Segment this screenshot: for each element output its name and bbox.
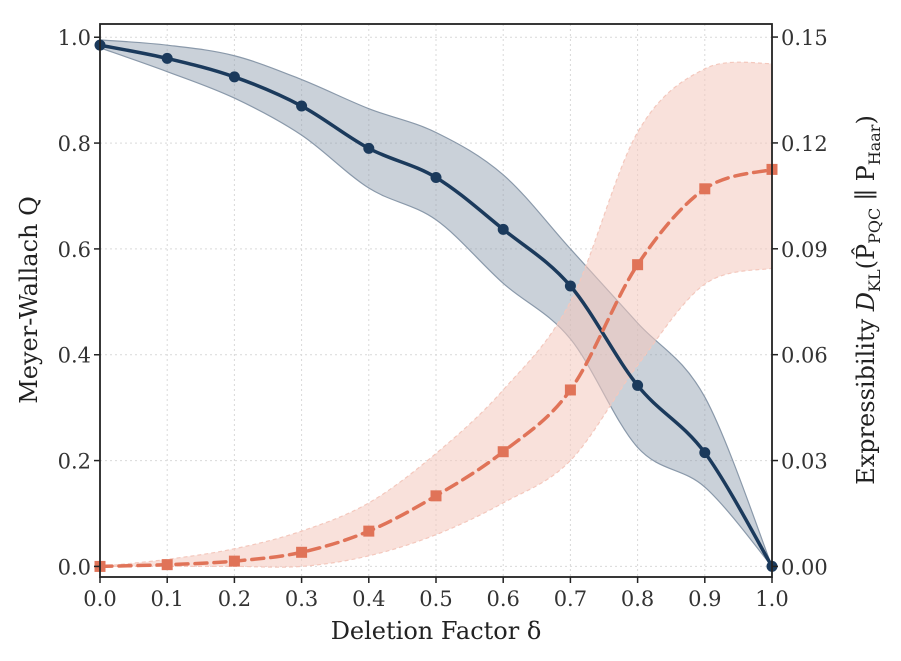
y-axis-right-label: Expressibility DKL(P̂PQC ∥ PHaar) (852, 115, 884, 485)
series-lines (100, 43, 772, 569)
band-upper-edge-2 (100, 61, 772, 568)
marker-circle (296, 100, 308, 112)
y-right-tick-label: 0.09 (781, 238, 828, 262)
marker-square (564, 384, 576, 396)
y-right-tick-label: 0.12 (781, 132, 828, 156)
y-left-tick-label: 0.4 (58, 344, 91, 368)
marker-square (161, 559, 173, 571)
x-tick-label: 0.9 (688, 587, 721, 611)
x-tick-label: 0.1 (150, 587, 183, 611)
x-tick-label: 0.7 (554, 587, 587, 611)
line-series-1 (100, 43, 772, 569)
x-tick-label: 0.3 (285, 587, 318, 611)
marker-circle (497, 223, 509, 235)
y-left-tick-label: 0.0 (58, 555, 91, 579)
band-series-2 (100, 62, 772, 568)
x-tick-label: 1.0 (755, 587, 788, 611)
x-tick-label: 0.5 (419, 587, 452, 611)
y-right-tick-label: 0.00 (781, 555, 828, 579)
marker-circle (363, 142, 375, 154)
line-series-2 (100, 167, 772, 569)
marker-square (228, 555, 240, 567)
band-lower-edge-1 (100, 47, 772, 567)
x-tick-label: 0.0 (83, 587, 116, 611)
marker-circle (161, 52, 173, 64)
x-axis-label: Deletion Factor δ (331, 617, 542, 645)
y-right-tick-label: 0.03 (781, 450, 828, 474)
y-left-tick-label: 0.8 (58, 132, 91, 156)
marker-circle (564, 280, 576, 292)
y-right-tick-label: 0.15 (781, 26, 828, 50)
y-left-tick-label: 1.0 (58, 26, 91, 50)
marker-square (363, 525, 375, 537)
marker-circle (228, 71, 240, 83)
y-axis-left-label: Meyer-Wallach Q (15, 196, 43, 404)
y-left-tick-label: 0.2 (58, 450, 91, 474)
marker-circle (430, 171, 442, 183)
x-tick-label: 0.8 (621, 587, 654, 611)
marker-square (296, 546, 308, 558)
confidence-bands (100, 39, 772, 568)
marker-square (632, 259, 644, 271)
y-left-tick-label: 0.6 (58, 238, 91, 262)
marker-circle (632, 379, 644, 391)
marker-square (699, 183, 711, 195)
band-upper-edge-1 (100, 39, 772, 567)
band-series-1 (100, 39, 772, 567)
marker-circle (699, 447, 711, 459)
marker-square (430, 490, 442, 502)
axis-ticks: 0.0 0.1 0.2 0.3 0.4 0.5 0.6 0.7 0.8 0.9 1.0 0.0 0.2 0… (58, 26, 828, 611)
y-right-tick-label: 0.06 (781, 344, 828, 368)
x-tick-label: 0.6 (486, 587, 519, 611)
x-tick-label: 0.2 (218, 587, 251, 611)
x-tick-label: 0.4 (352, 587, 385, 611)
marker-square (497, 446, 509, 458)
band-lower-edge-2 (100, 267, 772, 568)
